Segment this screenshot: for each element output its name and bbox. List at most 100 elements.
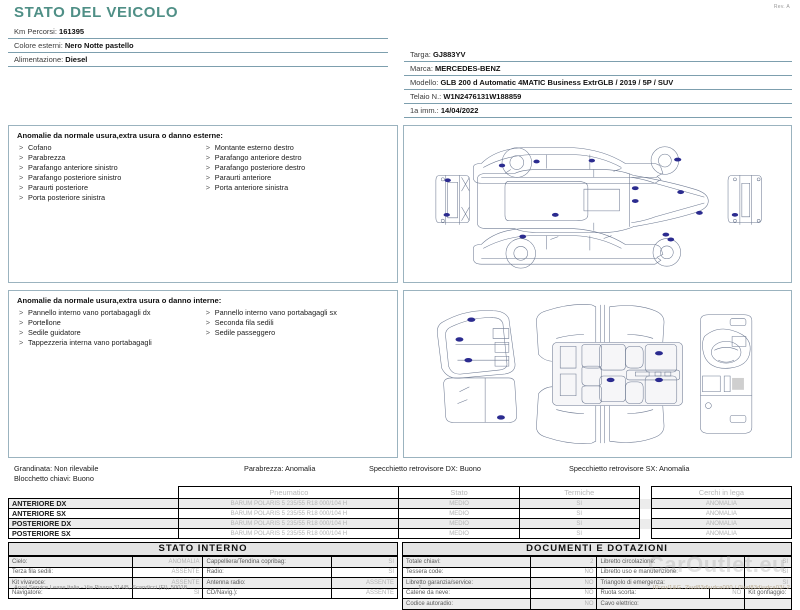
table-row: Codice autoradio: NO Cavo elettrico: bbox=[401, 598, 792, 610]
tyre-stato: MEDIO bbox=[398, 518, 520, 529]
list-item: Porta posteriore sinistra bbox=[19, 193, 206, 203]
table-row: Terza fila sedili: ASSENTE Radio: SI bbox=[7, 566, 399, 578]
list-item: Porta anteriore sinistra bbox=[206, 183, 393, 193]
table-row: POSTERIORE SX BARUM POLARIS 5 235/55 R18… bbox=[7, 528, 793, 539]
table-row: ANTERIORE DX BARUM POLARIS 5 235/55 R18 … bbox=[7, 498, 793, 509]
table-header-row: Pneumatico Stato Termiche Cerchi in lega bbox=[9, 486, 793, 499]
vehicle-header-left: Km Percorsi: 161395 Colore esterni: Nero… bbox=[8, 25, 400, 118]
table-row: Catene da neve: NO Ruota scorta: NO Kit … bbox=[401, 587, 792, 599]
tyre-position: ANTERIORE SX bbox=[7, 508, 180, 519]
stato-interno-table: Cielo: ANOMALIA Cappelliera/Tendina copr… bbox=[7, 556, 399, 599]
field-targa-value: GJ883YV bbox=[432, 50, 466, 59]
internal-damage-list-left: Pannello interno vano portabagagli dx Po… bbox=[19, 308, 206, 348]
stato-interno-value: ANOMALIA bbox=[132, 556, 204, 568]
tyres-col-stato: Stato bbox=[398, 486, 520, 499]
tyre-spec: BARUM POLARIS 5 235/55 R18 000/104 H bbox=[178, 528, 400, 539]
tyres-table: Pneumatico Stato Termiche Cerchi in lega… bbox=[7, 486, 793, 539]
stato-interno-value: ASSENTE bbox=[330, 587, 399, 599]
exterior-diagram-panel bbox=[402, 125, 792, 283]
documenti-panel: DOCUMENTI E DOTAZIONI Totale chiavi: 2 L… bbox=[401, 542, 792, 610]
field-colore-value: Nero Notte pastello bbox=[64, 41, 134, 50]
stato-interno-panel: STATO INTERNO Cielo: ANOMALIA Cappellier… bbox=[7, 542, 399, 610]
stato-interno-value: ASSENTE bbox=[132, 566, 204, 578]
tyres-col-pneumatico: Pneumatico bbox=[178, 486, 400, 499]
documenti-value: SI bbox=[744, 556, 792, 568]
documenti-title: DOCUMENTI E DOTAZIONI bbox=[402, 542, 792, 556]
documenti-table: Totale chiavi: 2 Libretto circolazione: … bbox=[401, 556, 792, 610]
documenti-key: Libretto uso e manutenzione: bbox=[596, 566, 746, 578]
tyre-position: ANTERIORE DX bbox=[7, 498, 180, 509]
list-item: Montante esterno destro bbox=[206, 143, 393, 153]
list-item: Sedile guidatore bbox=[19, 328, 206, 338]
stato-interno-title: STATO INTERNO bbox=[8, 542, 398, 556]
tyre-position: POSTERIORE DX bbox=[7, 518, 180, 529]
external-damage-row: Anomalie da normale usura,extra usura o … bbox=[8, 125, 792, 283]
field-telaio-label: Telaio N.: bbox=[410, 92, 442, 101]
tyre-gap bbox=[639, 509, 651, 519]
documenti-key: Libretto circolazione: bbox=[596, 556, 746, 568]
list-item: Paraurti anteriore bbox=[206, 173, 393, 183]
vehicle-header: Km Percorsi: 161395 Colore esterni: Nero… bbox=[8, 25, 792, 118]
internal-damage-list-right: Pannello interno vano portabagagli sx Se… bbox=[206, 308, 393, 348]
field-km: Km Percorsi: 161395 bbox=[8, 25, 388, 39]
vehicle-header-right: Targa: GJ883YV Marca: MERCEDES-BENZ Mode… bbox=[400, 25, 792, 118]
stato-interno-key: Navigatore: bbox=[7, 587, 134, 599]
status-grandinata-value: Non rilevabile bbox=[54, 464, 99, 473]
field-marca: Marca: MERCEDES-BENZ bbox=[404, 62, 792, 76]
interior-vehicle-diagram bbox=[406, 293, 790, 455]
documenti-key: Tessera code: bbox=[401, 566, 532, 578]
list-item: Portellone bbox=[19, 318, 206, 328]
list-item: Cofano bbox=[19, 143, 206, 153]
field-telaio: Telaio N.: W1N2476131W188859 bbox=[404, 90, 792, 104]
field-modello-value: GLB 200 d Automatic 4MATIC Business Extr… bbox=[440, 78, 674, 87]
field-prima-immatricolazione-label: 1a imm.: bbox=[410, 106, 439, 115]
field-colore: Colore esterni: Nero Notte pastello bbox=[8, 39, 388, 53]
status-blocchetto-chiavi-label: Blocchetto chiavi: bbox=[14, 474, 71, 483]
tyre-spec: BARUM POLARIS 5 235/55 R18 000/104 H bbox=[178, 498, 400, 509]
status-grandinata: Grandinata: Non rilevabile bbox=[14, 464, 244, 474]
stato-interno-key: CD/Navig.): bbox=[202, 587, 332, 599]
list-item: Tappezzeria interna vano portabagagli bbox=[19, 338, 206, 348]
status-specchietto-dx: Specchietto retrovisore DX: Buono bbox=[369, 464, 569, 474]
list-item: Seconda fila sedili bbox=[206, 318, 393, 328]
internal-damage-panel: Anomalie da normale usura,extra usura o … bbox=[8, 290, 398, 458]
tyre-termiche: SI bbox=[518, 508, 640, 519]
field-km-label: Km Percorsi: bbox=[14, 27, 57, 36]
tyre-spec: BARUM POLARIS 5 235/55 R18 000/104 H bbox=[178, 508, 400, 519]
status-grandinata-label: Grandinata: bbox=[14, 464, 53, 473]
status-strip: Grandinata: Non rilevabile Parabrezza: A… bbox=[8, 464, 792, 484]
status-specchietto-dx-value: Buono bbox=[459, 464, 481, 473]
list-item: Parabrezza bbox=[19, 153, 206, 163]
tyres-col-termiche: Termiche bbox=[518, 486, 640, 499]
tyre-spec: BARUM POLARIS 5 235/55 R18 000/104 H bbox=[178, 518, 400, 529]
table-row: POSTERIORE DX BARUM POLARIS 5 235/55 R18… bbox=[7, 518, 793, 529]
table-row: Cielo: ANOMALIA Cappelliera/Tendina copr… bbox=[7, 556, 399, 568]
tyre-stato: MEDIO bbox=[398, 498, 520, 509]
exterior-vehicle-diagram bbox=[406, 128, 790, 280]
field-marca-label: Marca: bbox=[410, 64, 433, 73]
stato-interno-value: SI bbox=[330, 566, 399, 578]
field-prima-immatricolazione: 1a imm.: 14/04/2022 bbox=[404, 104, 792, 118]
internal-damage-title: Anomalie da normale usura,extra usura o … bbox=[17, 296, 222, 305]
tyre-termiche: SI bbox=[518, 518, 640, 529]
field-km-value: 161395 bbox=[59, 27, 85, 36]
status-specchietto-sx-value: Anomalia bbox=[659, 464, 690, 473]
stato-interno-value: SI bbox=[330, 556, 399, 568]
status-parabrezza-label: Parabrezza: bbox=[244, 464, 284, 473]
documenti-value: 2 bbox=[530, 556, 598, 568]
status-blocchetto-chiavi: Blocchetto chiavi: Buono bbox=[14, 474, 792, 484]
field-targa: Targa: GJ883YV bbox=[404, 48, 792, 62]
tyre-gap bbox=[639, 529, 651, 539]
status-parabrezza: Parabrezza: Anomalia bbox=[244, 464, 369, 474]
list-item: Sedile passeggero bbox=[206, 328, 393, 338]
footer-company: Arval Service Lease Italia - Via Pisana … bbox=[14, 585, 187, 591]
list-item: Parafango anteriore sinistro bbox=[19, 163, 206, 173]
revision-label: Rev. A bbox=[773, 4, 790, 10]
field-alimentazione: Alimentazione: Diesel bbox=[8, 53, 388, 67]
stato-interno-key: Cappelliera/Tendina copribag: bbox=[202, 556, 332, 568]
list-item: Parafango anteriore destro bbox=[206, 153, 393, 163]
tyres-col-cerchi: Cerchi in lega bbox=[650, 486, 793, 499]
list-item: Parafango posteriore sinistro bbox=[19, 173, 206, 183]
tyre-stato: MEDIO bbox=[398, 528, 520, 539]
